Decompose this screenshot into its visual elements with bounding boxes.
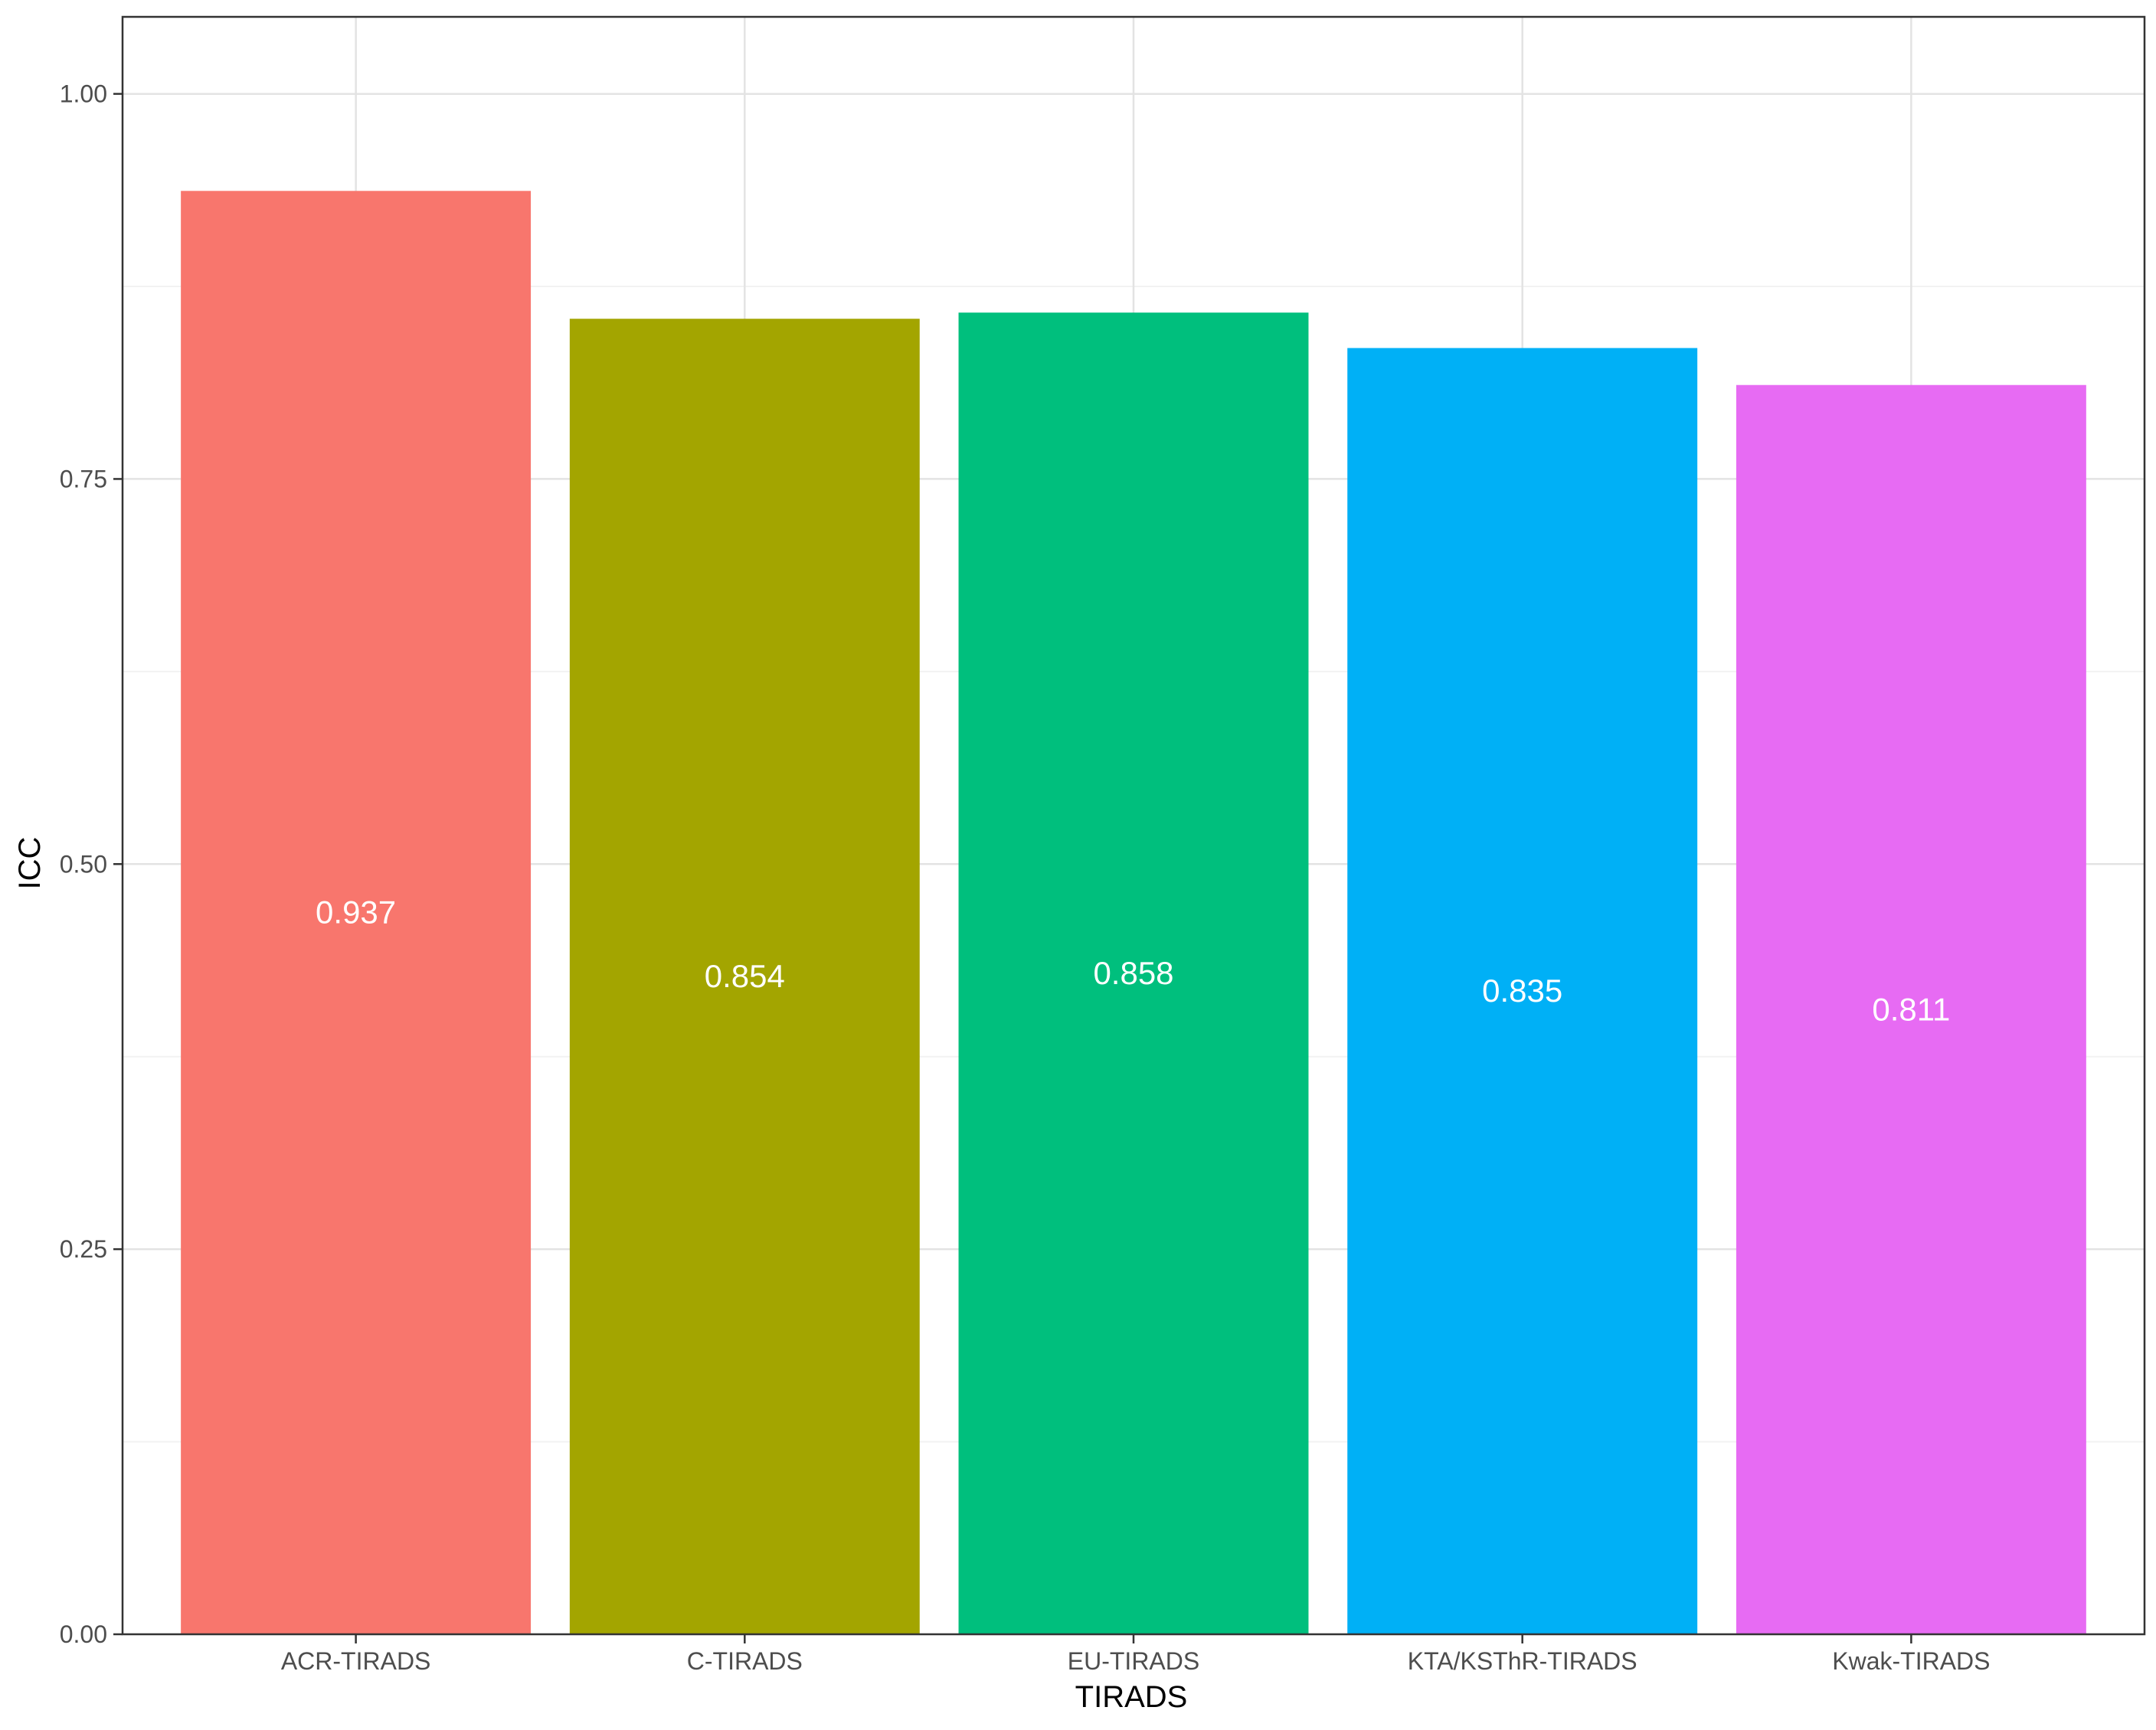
y-tick-label: 0.00 xyxy=(60,1620,107,1648)
y-tick-label: 0.75 xyxy=(60,465,107,492)
bar-value-label: 0.835 xyxy=(1482,973,1562,1009)
bar-value-label: 0.858 xyxy=(1093,955,1173,991)
bar-value-labels: 0.937 0.854 0.858 0.835 0.811 xyxy=(316,894,1950,1028)
y-tick-label: 0.25 xyxy=(60,1235,107,1263)
y-axis: 0.00 0.25 0.50 0.75 1.00 xyxy=(60,80,123,1648)
bar-value-label: 0.854 xyxy=(705,958,785,994)
x-tick-label: C-TIRADS xyxy=(687,1647,803,1675)
bar xyxy=(1347,348,1698,1634)
bar xyxy=(569,319,920,1634)
bars xyxy=(181,191,2086,1635)
x-axis-title: TIRADS xyxy=(1075,1680,1188,1714)
x-tick-label: ACR-TIRADS xyxy=(281,1647,431,1675)
bar-value-label: 0.811 xyxy=(1872,991,1950,1027)
x-tick-label: Kwak-TIRADS xyxy=(1832,1647,1990,1675)
bar xyxy=(1736,384,2086,1634)
bar-value-label: 0.937 xyxy=(316,894,396,930)
x-axis: ACR-TIRADS C-TIRADS EU-TIRADS KTA/KSThR-TIR… xyxy=(281,1634,1991,1675)
y-tick-label: 0.50 xyxy=(60,850,107,878)
x-tick-label: EU-TIRADS xyxy=(1068,1647,1199,1675)
bar xyxy=(958,312,1309,1634)
bar xyxy=(181,191,532,1635)
y-axis-title: ICC xyxy=(13,837,47,890)
y-tick-label: 1.00 xyxy=(60,80,107,108)
x-tick-label: KTA/KSThR-TIRADS xyxy=(1408,1647,1637,1675)
